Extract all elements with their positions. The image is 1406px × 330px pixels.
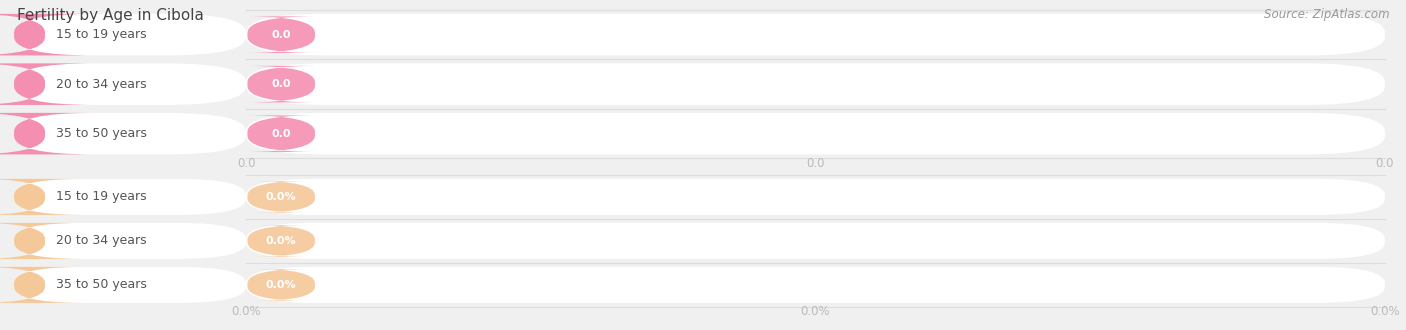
FancyBboxPatch shape (246, 14, 1385, 55)
FancyBboxPatch shape (0, 267, 83, 303)
FancyBboxPatch shape (246, 63, 1385, 105)
FancyBboxPatch shape (245, 66, 318, 102)
Text: 0.0: 0.0 (271, 129, 291, 139)
Text: 0.0: 0.0 (271, 79, 291, 89)
Text: 0.0%: 0.0% (266, 280, 297, 290)
FancyBboxPatch shape (0, 14, 94, 55)
Text: Source: ZipAtlas.com: Source: ZipAtlas.com (1264, 8, 1389, 21)
Text: 0.0: 0.0 (806, 157, 825, 170)
Text: 35 to 50 years: 35 to 50 years (56, 279, 148, 291)
FancyBboxPatch shape (14, 14, 246, 55)
Text: 20 to 34 years: 20 to 34 years (56, 234, 146, 248)
Text: 0.0: 0.0 (236, 157, 256, 170)
FancyBboxPatch shape (247, 181, 315, 213)
FancyBboxPatch shape (246, 267, 1385, 303)
FancyBboxPatch shape (247, 225, 315, 257)
Text: 0.0%: 0.0% (231, 305, 262, 318)
FancyBboxPatch shape (14, 113, 246, 154)
FancyBboxPatch shape (245, 16, 318, 53)
Text: 0.0: 0.0 (271, 30, 291, 40)
Text: 0.0: 0.0 (1375, 157, 1395, 170)
Text: 15 to 19 years: 15 to 19 years (56, 190, 146, 203)
Text: 0.0%: 0.0% (266, 236, 297, 246)
FancyBboxPatch shape (0, 179, 83, 215)
Text: 0.0%: 0.0% (800, 305, 831, 318)
FancyBboxPatch shape (245, 115, 318, 152)
Text: 15 to 19 years: 15 to 19 years (56, 28, 146, 41)
Text: 20 to 34 years: 20 to 34 years (56, 78, 146, 91)
FancyBboxPatch shape (14, 223, 246, 259)
FancyBboxPatch shape (14, 63, 246, 105)
Text: 0.0%: 0.0% (1369, 305, 1400, 318)
Text: 0.0%: 0.0% (266, 192, 297, 202)
FancyBboxPatch shape (0, 223, 83, 259)
FancyBboxPatch shape (247, 269, 315, 301)
FancyBboxPatch shape (14, 267, 246, 303)
Text: Fertility by Age in Cibola: Fertility by Age in Cibola (17, 8, 204, 23)
FancyBboxPatch shape (246, 113, 1385, 154)
FancyBboxPatch shape (246, 179, 1385, 215)
FancyBboxPatch shape (0, 113, 94, 154)
FancyBboxPatch shape (14, 179, 246, 215)
Text: 35 to 50 years: 35 to 50 years (56, 127, 148, 140)
FancyBboxPatch shape (246, 223, 1385, 259)
FancyBboxPatch shape (0, 63, 94, 105)
